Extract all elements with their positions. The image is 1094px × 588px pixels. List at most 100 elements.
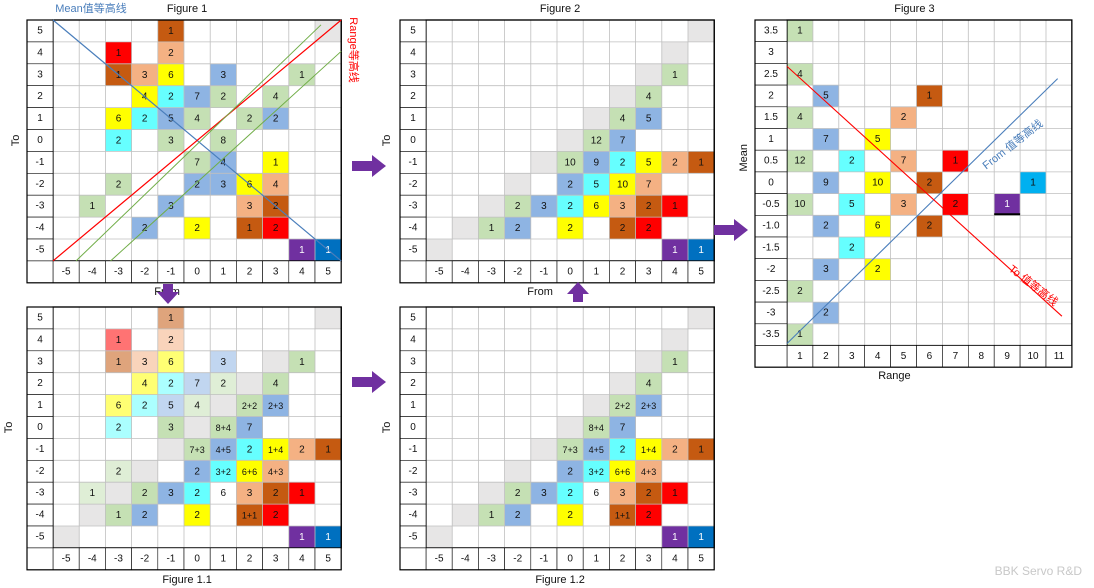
range-contour-line-green [110,50,342,262]
y-tick-label: 4 [410,334,416,345]
cell-value: 3+2 [589,467,604,477]
cell-value: 1 [299,488,305,499]
grid-cell [994,193,1021,216]
x-tick-label: -5 [435,553,444,564]
cell-value: 2 [142,401,148,412]
grid-cell [661,63,688,86]
cell-value: 1 [672,357,678,368]
cell-value: 2 [273,114,279,125]
cell-value: 4 [273,92,279,103]
grid-cell [661,438,688,461]
grid-cell [236,107,263,130]
grid-cell [262,85,289,108]
x-axis-label: From [527,286,553,298]
x-tick-label: 1 [594,553,600,564]
grid-cell [661,195,688,218]
grid-cell [583,107,610,130]
cell-value: 1 [672,201,678,212]
cell-value: 3 [221,70,227,81]
grid-cell [184,438,211,461]
y-tick-label: -0.5 [762,199,780,210]
cell-value: 1+4 [268,445,283,455]
grid-cell [105,107,132,130]
cell-value: 6+6 [242,467,257,477]
y-axis-label: To [381,422,393,434]
arrow-right-icon [352,155,386,177]
cell-value: 7 [194,92,200,103]
grid-cell [157,63,184,86]
y-tick-label: 1 [768,134,774,145]
x-tick-label: 4 [299,553,305,564]
grid-cell [315,307,342,329]
cell-value: 1 [672,532,678,543]
grid-cell [105,129,132,152]
cell-value: 1 [927,90,933,101]
grid-cell [787,150,813,172]
cell-value: 1 [953,156,959,167]
y-tick-label: -4 [409,510,418,521]
figure-title: Figure 2 [540,3,580,15]
cell-value: 2 [515,510,521,521]
grid-cell [236,394,263,417]
grid-cell [157,438,184,461]
grid-cell [236,195,263,218]
cell-value: 2 [273,488,279,499]
grid-cell [787,20,813,42]
grid-cell [315,438,342,461]
arrow-down-icon [157,284,179,304]
cell-value: 2 [515,488,521,499]
y-tick-label: 1 [37,400,43,411]
x-tick-label: 4 [672,266,678,277]
grid-cell [635,63,662,86]
y-tick-label: 0 [410,422,416,433]
cell-value: 1 [90,488,96,499]
cell-value: 10 [565,157,577,168]
grid-cell [635,504,662,526]
cell-value: 6 [221,488,227,499]
cell-value: 2+3 [641,401,656,411]
grid-cell [478,195,505,218]
x-tick-label: -5 [435,266,444,277]
cell-value: 4 [797,69,803,80]
cell-value: 4+5 [216,445,231,455]
grid-cell [557,438,584,461]
y-tick-label: 5 [37,25,43,36]
cell-value: 1+1 [615,511,630,521]
x-tick-label: -1 [166,553,175,564]
grid-cell [131,504,158,526]
grid-cell [236,504,263,526]
y-tick-label: -4 [409,223,418,234]
grid-cell [635,107,662,130]
cell-value: 2 [620,157,626,168]
y-tick-label: -5 [36,244,45,255]
x-tick-label: 5 [325,266,331,277]
x-tick-label: 5 [901,351,907,362]
grid-cell [504,482,531,505]
cell-value: 7 [620,422,626,433]
cell-value: 2 [194,488,200,499]
grid-cell [236,460,263,483]
cell-value: 2 [142,114,148,125]
grid-cell [864,128,891,151]
grid-cell [157,416,184,439]
grid-cell [635,438,662,461]
x-axis-label: Range [878,370,910,382]
cell-value: 1 [698,157,704,168]
y-tick-label: -2 [409,179,418,190]
figure-1-1: 1 1 2 1 3 6 3 1 4 2 7 2 4 6 2 5 4 2+2 2+3 2 3 8+4 7 7+3 4+5 2 1+4 2… [3,306,342,586]
cell-value: 3 [823,264,829,275]
y-tick-label: -5 [409,531,418,542]
grid-cell [262,394,289,417]
grid-cell [583,173,610,196]
cell-value: 2 [567,223,573,234]
grid-cell [942,193,969,216]
cell-value: 6 [875,221,881,232]
cell-value: 3 [901,199,907,210]
cell-value: 6 [168,70,174,81]
x-tick-label: 6 [927,351,933,362]
grid-cell [583,482,610,505]
grid-cell [812,171,839,194]
grid-cell [262,460,289,483]
cell-value: 3 [168,201,174,212]
grid-cell [812,258,839,281]
